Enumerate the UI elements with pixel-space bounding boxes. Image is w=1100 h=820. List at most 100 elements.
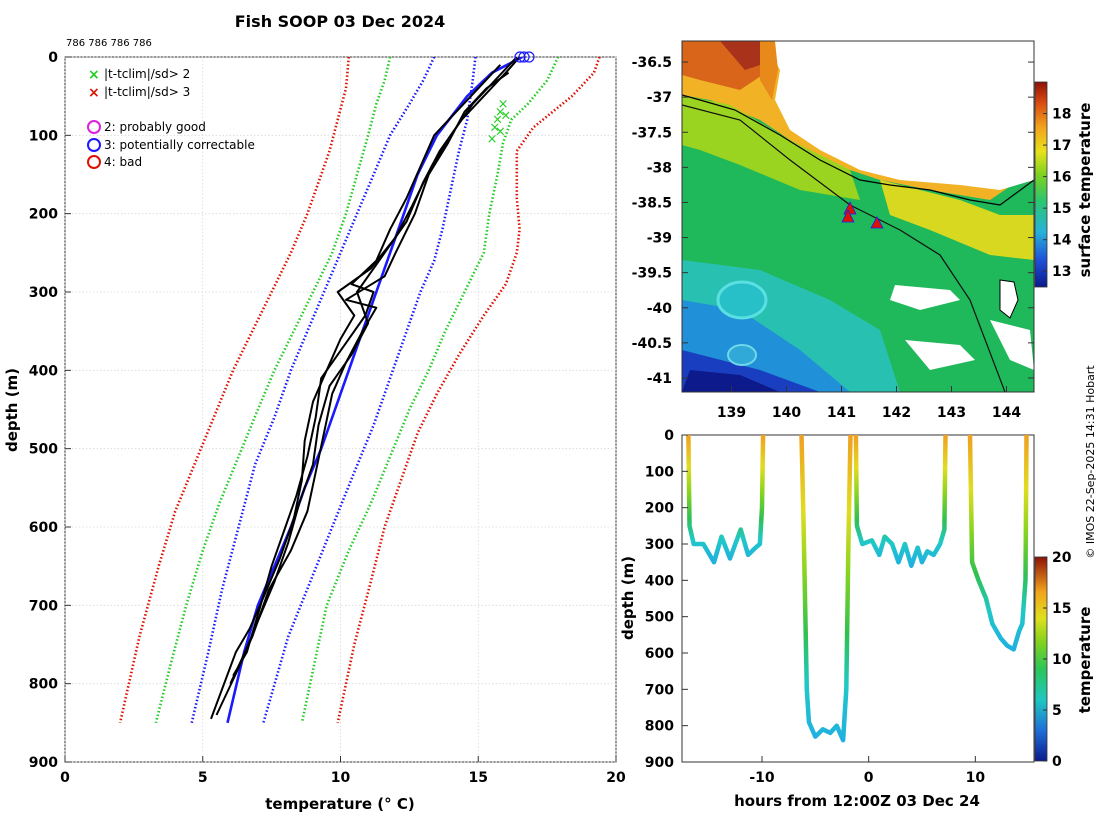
sst-colorbar-label: surface temperature <box>1076 103 1094 278</box>
sd2-high-line <box>300 57 560 724</box>
flag3-marker <box>518 51 530 63</box>
y-tick-label: 900 <box>29 755 58 771</box>
clim-minus-2sd-line <box>190 57 436 724</box>
legend-x-sd2-icon: × <box>88 67 100 83</box>
y-tick-label: 700 <box>29 598 58 614</box>
sec-y-tick-label: 0 <box>664 428 674 444</box>
legend-flag2-icon <box>87 120 101 134</box>
sec-y-tick-label: 600 <box>645 646 674 662</box>
sst-cb-tick-label: 16 <box>1052 170 1071 186</box>
sst-colorbar-ticks: 13 14 15 16 17 18 <box>1043 107 1072 280</box>
sec-cb-tick-label: 0 <box>1052 754 1062 770</box>
xbt-profile-3-line <box>229 71 510 685</box>
sd2-exceedance-markers: ××××××× <box>487 97 512 147</box>
drop-marker <box>841 209 855 223</box>
drop-3-trace <box>853 435 948 569</box>
x-tick-label: 15 <box>469 770 488 786</box>
sd2-marker: × <box>495 124 506 139</box>
drop-marker <box>870 216 884 229</box>
legend-x-sd3-label: |t-tclim|/sd> 3 <box>104 85 190 99</box>
sd2-marker: × <box>498 97 509 112</box>
sst-cb-tick-label: 18 <box>1052 107 1071 123</box>
legend-x-sd3-icon: × <box>88 85 100 101</box>
sec-cb-tick-label: 10 <box>1052 652 1072 668</box>
y-tick-label: 400 <box>29 363 58 379</box>
profile-legend: × |t-tclim|/sd> 2 × |t-tclim|/sd> 3 2: p… <box>87 67 255 169</box>
drop-2-trace <box>799 435 853 743</box>
y-tick-label: 100 <box>29 128 58 144</box>
sst-cb-tick-label: 13 <box>1052 264 1071 280</box>
profile-series <box>118 57 601 724</box>
sec-y-tick-label: 300 <box>645 537 674 553</box>
legend-flag3-icon <box>87 138 101 152</box>
flag3-marker <box>514 51 526 63</box>
drop-1-trace <box>686 435 766 565</box>
map-y-tick-label: -41 <box>647 371 672 387</box>
y-tick-label: 0 <box>48 50 58 66</box>
x-tick-label: 0 <box>60 770 70 786</box>
sd3-high-line <box>336 57 601 724</box>
xbt-profile-2-line <box>210 57 518 720</box>
sec-x-tick-label: -10 <box>749 770 775 786</box>
legend-x-sd2-label: |t-tclim|/sd> 2 <box>104 67 190 81</box>
section-series <box>686 435 1029 743</box>
map-y-tick-label: -39.5 <box>632 266 672 282</box>
map-x-tick-label: 143 <box>937 405 966 421</box>
map-y-tick-label: -40 <box>647 301 673 317</box>
sst-map-y-ticks: -36.5 -37 -37.5 -38 -38.5 -39 -39.5 -40 -40.5 -41 <box>632 55 1034 387</box>
map-x-tick-label: 141 <box>827 405 856 421</box>
section-colorbar-label: temperature <box>1076 607 1094 714</box>
sec-y-tick-label: 500 <box>645 610 674 626</box>
sst-cb-tick-label: 15 <box>1052 201 1071 217</box>
section-y-ticks: 0 100 200 300 400 500 600 700 800 900 <box>645 428 688 771</box>
sec-y-tick-label: 400 <box>645 573 674 589</box>
map-y-tick-label: -39 <box>647 231 672 247</box>
sd3-low-line <box>118 57 351 724</box>
profile-grid <box>64 56 617 763</box>
cruise-ids: 786 786 786 786 <box>66 38 152 49</box>
section-y-label: depth (m) <box>619 556 637 640</box>
y-tick-label: 200 <box>29 207 58 223</box>
map-x-tick-label: 142 <box>882 405 911 421</box>
map-x-tick-label: 139 <box>717 405 746 421</box>
sd2-marker: × <box>495 105 506 120</box>
profile-x-ticks: 0 5 10 15 20 <box>60 756 626 786</box>
sec-cb-tick-label: 5 <box>1052 703 1062 719</box>
map-y-tick-label: -38 <box>647 160 672 176</box>
section-x-ticks: -10 0 10 <box>749 756 985 786</box>
y-tick-label: 800 <box>29 677 58 693</box>
map-y-tick-label: -37 <box>647 90 672 106</box>
map-y-tick-label: -36.5 <box>632 55 672 71</box>
map-x-tick-label: 144 <box>992 405 1021 421</box>
figure-title: Fish SOOP 03 Dec 2024 <box>235 12 445 31</box>
sst-map-x-ticks: 139 140 141 142 143 144 <box>717 386 1021 421</box>
sst-cb-tick-label: 14 <box>1052 233 1072 249</box>
map-x-tick-label: 140 <box>772 405 801 421</box>
clim-plus-2sd-line <box>262 57 477 724</box>
clim-mean-line <box>226 57 523 724</box>
sec-y-tick-label: 200 <box>645 501 674 517</box>
sd2-marker: × <box>492 113 503 128</box>
flag3-marker <box>523 51 535 63</box>
x-tick-label: 20 <box>606 770 626 786</box>
sec-y-tick-label: 900 <box>645 755 674 771</box>
sec-y-tick-label: 800 <box>645 719 674 735</box>
section-colorbar-ticks: 0 5 10 15 20 <box>1043 550 1072 770</box>
section-x-label: hours from 12:00Z 03 Dec 24 <box>734 792 980 810</box>
y-tick-label: 600 <box>29 520 58 536</box>
sst-map-frame <box>681 40 1035 393</box>
sec-y-tick-label: 100 <box>645 464 674 480</box>
sec-x-tick-label: 10 <box>966 770 986 786</box>
sec-x-tick-label: 0 <box>864 770 874 786</box>
credit-text: © IMOS 22-Sep-2025 14:31 Hobart <box>1084 365 1097 559</box>
drop-4-trace <box>967 435 1029 652</box>
xbt-profile-4-line <box>232 64 502 677</box>
sst-cb-tick-label: 17 <box>1052 138 1071 154</box>
y-tick-label: 300 <box>29 285 58 301</box>
x-tick-label: 10 <box>331 770 351 786</box>
sd2-marker: × <box>500 109 511 124</box>
profile-plot-frame <box>64 56 617 763</box>
map-y-tick-label: -37.5 <box>632 125 672 141</box>
